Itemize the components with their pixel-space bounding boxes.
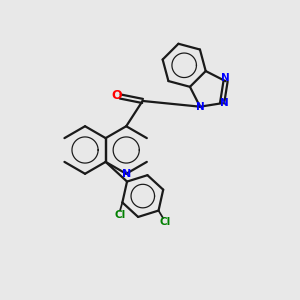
Text: Cl: Cl	[114, 210, 126, 220]
Text: N: N	[220, 98, 229, 108]
Text: N: N	[221, 73, 230, 83]
Text: N: N	[196, 102, 204, 112]
Text: Cl: Cl	[159, 217, 171, 227]
Text: N: N	[122, 169, 131, 179]
Text: O: O	[111, 88, 122, 101]
